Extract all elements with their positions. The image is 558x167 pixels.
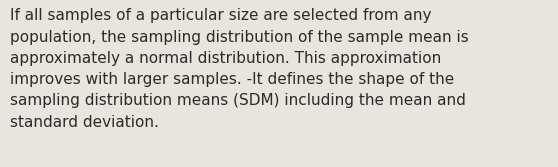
- Text: If all samples of a particular size are selected from any
population, the sampli: If all samples of a particular size are …: [10, 8, 469, 130]
